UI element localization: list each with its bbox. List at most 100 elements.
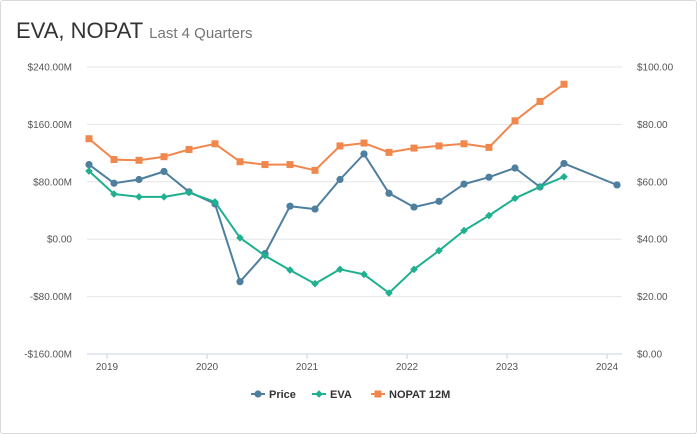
point-eva — [110, 190, 118, 198]
legend-marker-price — [254, 390, 262, 398]
series-layer — [85, 80, 621, 297]
y-left-tick-label: $80.00M — [33, 177, 72, 188]
y-left-tick-label: $0.00 — [47, 235, 72, 246]
point-nopat — [536, 97, 544, 105]
y-left-tick-label: -$80.00M — [30, 292, 72, 303]
y-right-tick-label: $0.00 — [637, 350, 662, 361]
x-tick-label: 2022 — [396, 362, 419, 373]
point-price — [511, 164, 519, 172]
chart-header: EVA, NOPAT Last 4 Quarters — [16, 18, 253, 44]
point-price — [336, 175, 344, 184]
point-price — [613, 181, 621, 189]
point-eva — [185, 188, 193, 197]
legend-item-nopat[interactable]: NOPAT 12M — [371, 389, 450, 401]
left-y-axis: $240.00M $160.00M $80.00M $0.00 -$80.00M -$16… — [24, 63, 72, 361]
y-left-tick-label: -$160.00M — [24, 350, 72, 361]
x-tick-label: 2024 — [596, 362, 619, 373]
point-price — [410, 203, 418, 211]
point-price — [236, 278, 244, 286]
series-line-eva — [88, 170, 565, 294]
point-nopat — [360, 139, 368, 147]
series-line-price — [88, 153, 618, 283]
point-eva — [236, 233, 244, 242]
y-right-tick-label: $20.00 — [637, 292, 668, 303]
point-eva — [536, 183, 544, 191]
y-left-tick-label: $240.00M — [28, 63, 72, 74]
point-price — [110, 179, 118, 187]
legend-marker-nopat — [374, 390, 382, 398]
y-right-tick-label: $60.00 — [637, 177, 668, 188]
point-nopat — [236, 158, 244, 166]
chart-title: EVA, NOPAT — [16, 18, 144, 43]
series-line-nopat — [88, 83, 565, 172]
point-eva — [435, 246, 443, 255]
point-price — [160, 167, 168, 176]
point-nopat — [160, 153, 168, 161]
x-tick-label: 2023 — [496, 362, 519, 373]
point-eva — [560, 172, 568, 181]
point-eva — [385, 289, 393, 297]
point-nopat — [410, 144, 418, 152]
point-nopat — [211, 140, 219, 148]
legend-item-price[interactable]: Price — [251, 389, 296, 401]
legend: Price EVA NOPAT 12M — [251, 389, 450, 401]
series-nopat — [85, 80, 568, 174]
point-eva — [85, 167, 93, 175]
point-eva — [311, 279, 319, 288]
point-nopat — [560, 80, 568, 88]
x-tick-label: 2019 — [96, 362, 119, 373]
point-eva — [261, 251, 269, 260]
y-left-tick-label: $160.00M — [28, 120, 72, 131]
x-tick-label: 2021 — [296, 362, 319, 373]
x-tick-label: 2020 — [196, 362, 219, 373]
point-price — [85, 160, 93, 169]
point-price — [311, 205, 319, 213]
point-eva — [135, 193, 143, 201]
point-eva — [286, 266, 294, 274]
point-nopat — [261, 161, 269, 169]
point-price — [485, 173, 493, 181]
point-nopat — [185, 146, 193, 154]
y-right-tick-label: $80.00 — [637, 120, 668, 131]
point-nopat — [336, 142, 344, 150]
right-y-axis: $100.00 $80.00 $60.00 $40.00 $20.00 $0.00 — [637, 63, 674, 361]
legend-label: Price — [269, 389, 296, 401]
legend-marker-eva — [315, 390, 323, 398]
point-nopat — [135, 156, 143, 164]
point-eva — [485, 211, 493, 220]
point-eva — [160, 193, 168, 201]
point-price — [560, 159, 568, 168]
y-right-tick-label: $100.00 — [637, 63, 674, 74]
point-nopat — [385, 148, 393, 156]
legend-label: NOPAT 12M — [389, 389, 450, 401]
point-price — [286, 202, 294, 210]
point-nopat — [85, 135, 93, 143]
series-eva — [85, 167, 568, 297]
chart-subtitle: Last 4 Quarters — [149, 25, 253, 42]
point-eva — [511, 194, 519, 203]
x-axis: 2019 2020 2021 2022 2023 2024 — [87, 353, 622, 373]
point-nopat — [460, 140, 468, 148]
series-price — [85, 150, 621, 286]
point-nopat — [435, 142, 443, 150]
point-nopat — [511, 117, 519, 125]
point-eva — [336, 265, 344, 274]
point-nopat — [110, 156, 118, 164]
point-nopat — [311, 166, 319, 174]
legend-item-eva[interactable]: EVA — [312, 389, 352, 401]
point-nopat — [485, 143, 493, 151]
point-eva — [211, 198, 219, 206]
point-price — [460, 180, 468, 188]
y-right-tick-label: $40.00 — [637, 235, 668, 246]
point-eva — [460, 226, 468, 235]
point-eva — [410, 265, 418, 274]
point-price — [135, 175, 143, 184]
point-price — [360, 150, 368, 158]
point-eva — [360, 270, 368, 279]
point-nopat — [286, 161, 294, 169]
point-price — [435, 197, 443, 205]
point-price — [385, 189, 393, 197]
legend-label: EVA — [330, 389, 352, 401]
